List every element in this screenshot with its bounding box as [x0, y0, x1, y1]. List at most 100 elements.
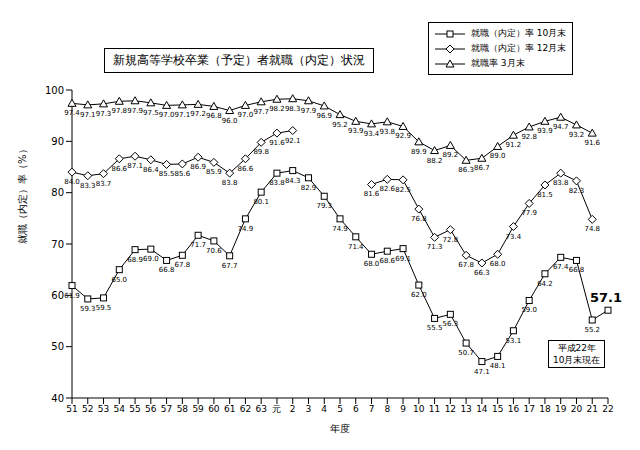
svg-text:56.3: 56.3 — [443, 320, 459, 328]
svg-text:97.1: 97.1 — [80, 111, 96, 119]
svg-text:57: 57 — [161, 404, 172, 414]
svg-text:40: 40 — [51, 393, 64, 404]
svg-text:97.0: 97.0 — [238, 111, 254, 119]
svg-text:97.5: 97.5 — [143, 109, 159, 117]
svg-text:53: 53 — [98, 404, 109, 414]
svg-text:63: 63 — [255, 404, 266, 414]
svg-text:97.2: 97.2 — [190, 110, 206, 118]
svg-text:59.5: 59.5 — [96, 304, 112, 312]
svg-text:85.9: 85.9 — [206, 168, 222, 176]
svg-text:87.1: 87.1 — [127, 162, 143, 170]
svg-text:66.3: 66.3 — [474, 269, 490, 277]
svg-text:60: 60 — [208, 404, 220, 414]
svg-text:2: 2 — [290, 404, 296, 414]
svg-text:55.2: 55.2 — [584, 326, 600, 334]
svg-text:67.4: 67.4 — [553, 263, 569, 271]
svg-text:70.6: 70.6 — [206, 247, 222, 255]
svg-text:97.7: 97.7 — [253, 108, 269, 116]
svg-text:58: 58 — [177, 404, 189, 414]
svg-text:96.0: 96.0 — [222, 117, 238, 125]
svg-text:11: 11 — [429, 404, 440, 414]
svg-text:97.1: 97.1 — [175, 111, 191, 119]
svg-text:81.6: 81.6 — [364, 190, 380, 198]
svg-text:82.9: 82.9 — [301, 184, 317, 192]
svg-text:52: 52 — [82, 404, 93, 414]
svg-text:68.9: 68.9 — [127, 256, 143, 264]
svg-text:86.4: 86.4 — [143, 166, 159, 174]
svg-text:80.1: 80.1 — [253, 198, 269, 206]
svg-text:50.7: 50.7 — [458, 349, 474, 357]
svg-text:83.8: 83.8 — [553, 179, 569, 187]
svg-text:93.9: 93.9 — [348, 127, 364, 135]
svg-text:22: 22 — [602, 404, 613, 414]
svg-text:68.6: 68.6 — [379, 257, 395, 265]
svg-text:17: 17 — [523, 404, 534, 414]
svg-text:57.1: 57.1 — [590, 290, 622, 305]
svg-text:86.6: 86.6 — [111, 165, 127, 173]
svg-text:56: 56 — [145, 404, 157, 414]
svg-text:81.5: 81.5 — [537, 191, 553, 199]
svg-text:69.1: 69.1 — [395, 255, 411, 263]
svg-text:88.2: 88.2 — [427, 157, 443, 165]
svg-text:97.4: 97.4 — [64, 109, 80, 117]
svg-text:年度: 年度 — [330, 423, 350, 434]
svg-text:69.0: 69.0 — [143, 255, 159, 263]
svg-text:59: 59 — [192, 404, 204, 414]
svg-text:62: 62 — [240, 404, 251, 414]
svg-text:51: 51 — [66, 404, 77, 414]
svg-text:96.8: 96.8 — [206, 112, 222, 120]
svg-text:83.7: 83.7 — [96, 180, 112, 188]
svg-text:7: 7 — [369, 404, 375, 414]
svg-text:91.2: 91.2 — [506, 141, 522, 149]
svg-text:82.3: 82.3 — [569, 187, 585, 195]
svg-text:12: 12 — [445, 404, 456, 414]
svg-text:66.8: 66.8 — [159, 266, 175, 274]
svg-text:74.9: 74.9 — [332, 225, 348, 233]
svg-text:19: 19 — [555, 404, 567, 414]
svg-text:77.9: 77.9 — [521, 209, 537, 217]
svg-text:18: 18 — [539, 404, 551, 414]
svg-text:60: 60 — [51, 290, 64, 301]
svg-text:74.8: 74.8 — [584, 225, 600, 233]
svg-text:71.3: 71.3 — [427, 243, 443, 251]
svg-text:61: 61 — [224, 404, 235, 414]
svg-text:8: 8 — [384, 404, 390, 414]
svg-text:55.5: 55.5 — [427, 324, 443, 332]
svg-text:20: 20 — [571, 404, 583, 414]
svg-text:79.3: 79.3 — [316, 202, 332, 210]
svg-text:53.1: 53.1 — [506, 337, 522, 345]
svg-text:98.2: 98.2 — [269, 105, 285, 113]
svg-text:68.0: 68.0 — [490, 260, 506, 268]
svg-text:14: 14 — [476, 404, 488, 414]
svg-text:55: 55 — [129, 404, 140, 414]
svg-text:86.3: 86.3 — [458, 166, 474, 174]
svg-text:15: 15 — [492, 404, 503, 414]
svg-text:98.3: 98.3 — [285, 105, 301, 113]
svg-text:就職（内定）率（%）: 就職（内定）率（%） — [17, 144, 28, 244]
svg-text:71.4: 71.4 — [348, 243, 364, 251]
svg-text:4: 4 — [321, 404, 327, 414]
svg-text:83.8: 83.8 — [222, 179, 238, 187]
svg-text:73.4: 73.4 — [506, 233, 522, 241]
svg-text:74.9: 74.9 — [238, 225, 254, 233]
svg-text:92.1: 92.1 — [285, 137, 301, 145]
svg-text:86.7: 86.7 — [474, 164, 490, 172]
svg-text:48.1: 48.1 — [490, 362, 506, 370]
svg-text:5: 5 — [337, 404, 343, 414]
svg-text:67.7: 67.7 — [222, 262, 238, 270]
svg-text:71.7: 71.7 — [190, 241, 206, 249]
svg-text:97.3: 97.3 — [96, 110, 112, 118]
svg-text:3: 3 — [306, 404, 312, 414]
svg-text:61.9: 61.9 — [64, 292, 80, 300]
svg-text:10: 10 — [413, 404, 425, 414]
svg-text:83.8: 83.8 — [269, 179, 285, 187]
svg-text:67.8: 67.8 — [175, 261, 191, 269]
svg-text:90: 90 — [51, 136, 64, 147]
svg-text:93.2: 93.2 — [569, 131, 585, 139]
svg-text:72.8: 72.8 — [443, 236, 459, 244]
svg-text:62.0: 62.0 — [411, 291, 427, 299]
svg-text:82.5: 82.5 — [395, 186, 411, 194]
svg-text:65.0: 65.0 — [111, 276, 127, 284]
svg-text:83.3: 83.3 — [80, 182, 96, 190]
svg-text:64.2: 64.2 — [537, 280, 553, 288]
